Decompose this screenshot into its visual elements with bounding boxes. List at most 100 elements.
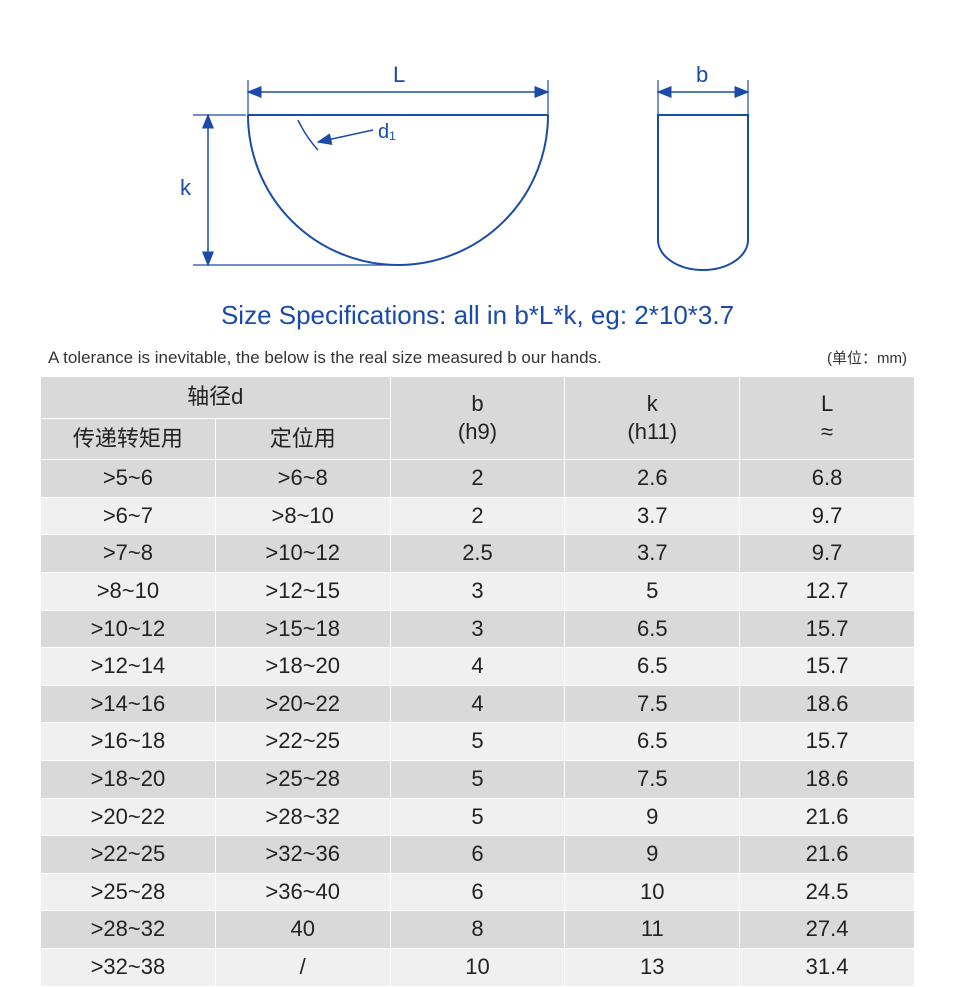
table-cell: >5~6 — [41, 460, 216, 498]
table-cell: 27.4 — [740, 911, 915, 949]
table-cell: 8 — [390, 911, 565, 949]
table-cell: >32~36 — [215, 836, 390, 874]
label-b: b — [696, 62, 708, 87]
table-cell: >10~12 — [41, 610, 216, 648]
table-cell: 12.7 — [740, 572, 915, 610]
table-row: >18~20>25~2857.518.6 — [41, 760, 915, 798]
table-cell: 15.7 — [740, 610, 915, 648]
table-cell: >14~16 — [41, 685, 216, 723]
technical-diagram: L b k d₁ — [40, 20, 915, 290]
table-cell: >28~32 — [41, 911, 216, 949]
table-cell: >12~14 — [41, 648, 216, 686]
table-cell: 31.4 — [740, 948, 915, 986]
diagram-svg: L b k d₁ — [118, 20, 838, 280]
table-cell: 2 — [390, 460, 565, 498]
table-row: >20~22>28~325921.6 — [41, 798, 915, 836]
table-cell: 9 — [565, 836, 740, 874]
table-body: >5~6>6~822.66.8>6~7>8~1023.79.7>7~8>10~1… — [41, 460, 915, 986]
table-row: >8~10>12~153512.7 — [41, 572, 915, 610]
table-row: >16~18>22~2556.515.7 — [41, 723, 915, 761]
table-cell: 21.6 — [740, 836, 915, 874]
table-cell: >36~40 — [215, 873, 390, 911]
table-cell: 9 — [565, 798, 740, 836]
table-cell: 6.5 — [565, 648, 740, 686]
note-text: A tolerance is inevitable, the below is … — [48, 348, 827, 368]
table-cell: >20~22 — [215, 685, 390, 723]
table-cell: >18~20 — [215, 648, 390, 686]
table-cell: >8~10 — [215, 497, 390, 535]
table-cell: >28~32 — [215, 798, 390, 836]
table-cell: 7.5 — [565, 685, 740, 723]
table-row: >32~38/101331.4 — [41, 948, 915, 986]
table-cell: >32~38 — [41, 948, 216, 986]
table-cell: 3 — [390, 610, 565, 648]
table-cell: 6 — [390, 836, 565, 874]
table-cell: 3 — [390, 572, 565, 610]
table-cell: 6.5 — [565, 723, 740, 761]
table-cell: >7~8 — [41, 535, 216, 573]
table-cell: >22~25 — [215, 723, 390, 761]
table-row: >14~16>20~2247.518.6 — [41, 685, 915, 723]
table-cell: 6 — [390, 873, 565, 911]
table-cell: 6.5 — [565, 610, 740, 648]
table-cell: 10 — [390, 948, 565, 986]
label-L: L — [393, 62, 405, 87]
spec-title: Size Specifications: all in b*L*k, eg: 2… — [40, 300, 915, 331]
table-cell: 5 — [565, 572, 740, 610]
table-cell: 6.8 — [740, 460, 915, 498]
col-k: k(h11) — [565, 377, 740, 460]
table-row: >10~12>15~1836.515.7 — [41, 610, 915, 648]
table-cell: 18.6 — [740, 685, 915, 723]
table-cell: >6~8 — [215, 460, 390, 498]
spec-table: 轴径d b(h9) k(h11) L≈ 传递转矩用 定位用 >5~6>6~822… — [40, 376, 915, 987]
table-cell: 9.7 — [740, 497, 915, 535]
table-cell: >25~28 — [41, 873, 216, 911]
table-cell: 9.7 — [740, 535, 915, 573]
table-cell: >12~15 — [215, 572, 390, 610]
table-cell: >18~20 — [41, 760, 216, 798]
group-header: 轴径d — [41, 377, 391, 419]
table-header: 轴径d b(h9) k(h11) L≈ 传递转矩用 定位用 — [41, 377, 915, 460]
table-row: >25~28>36~4061024.5 — [41, 873, 915, 911]
table-cell: 11 — [565, 911, 740, 949]
table-cell: 10 — [565, 873, 740, 911]
sub-header-torque: 传递转矩用 — [41, 418, 216, 460]
table-cell: 5 — [390, 760, 565, 798]
table-cell: >25~28 — [215, 760, 390, 798]
label-k: k — [180, 175, 192, 200]
table-row: >5~6>6~822.66.8 — [41, 460, 915, 498]
table-cell: 2.5 — [390, 535, 565, 573]
table-cell: 15.7 — [740, 723, 915, 761]
table-cell: 40 — [215, 911, 390, 949]
table-cell: 18.6 — [740, 760, 915, 798]
table-row: >12~14>18~2046.515.7 — [41, 648, 915, 686]
table-row: >6~7>8~1023.79.7 — [41, 497, 915, 535]
table-cell: >20~22 — [41, 798, 216, 836]
table-cell: / — [215, 948, 390, 986]
table-cell: >16~18 — [41, 723, 216, 761]
table-cell: 21.6 — [740, 798, 915, 836]
table-cell: >22~25 — [41, 836, 216, 874]
note-row: A tolerance is inevitable, the below is … — [40, 347, 915, 376]
table-cell: 4 — [390, 685, 565, 723]
table-cell: >8~10 — [41, 572, 216, 610]
table-cell: 7.5 — [565, 760, 740, 798]
table-cell: >6~7 — [41, 497, 216, 535]
table-row: >7~8>10~122.53.79.7 — [41, 535, 915, 573]
col-b: b(h9) — [390, 377, 565, 460]
sub-header-position: 定位用 — [215, 418, 390, 460]
table-cell: 3.7 — [565, 497, 740, 535]
table-row: >28~324081127.4 — [41, 911, 915, 949]
table-cell: 4 — [390, 648, 565, 686]
table-cell: 15.7 — [740, 648, 915, 686]
table-cell: 13 — [565, 948, 740, 986]
unit-label: (单位：mm) — [827, 347, 907, 368]
table-cell: >10~12 — [215, 535, 390, 573]
table-cell: 5 — [390, 798, 565, 836]
table-cell: >15~18 — [215, 610, 390, 648]
table-cell: 2.6 — [565, 460, 740, 498]
table-row: >22~25>32~366921.6 — [41, 836, 915, 874]
table-cell: 2 — [390, 497, 565, 535]
table-cell: 24.5 — [740, 873, 915, 911]
table-cell: 5 — [390, 723, 565, 761]
